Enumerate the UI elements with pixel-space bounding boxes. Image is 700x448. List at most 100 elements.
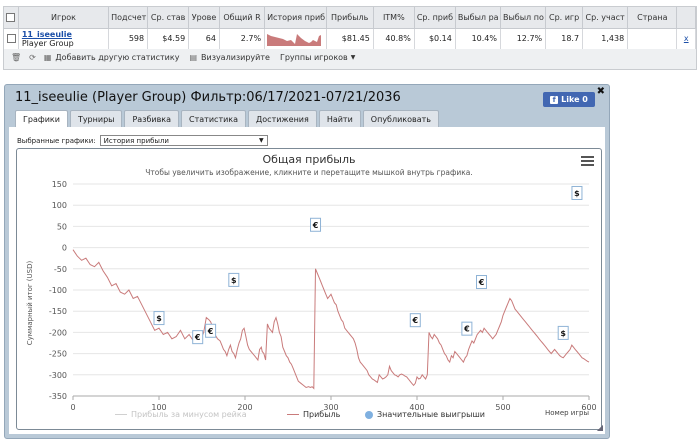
notable-win-marker	[310, 217, 322, 232]
resize-handle-icon[interactable]: ◢	[596, 423, 603, 432]
profit-series-line	[72, 249, 590, 390]
notable-win-marker	[571, 185, 583, 200]
notable-win-label: €	[312, 221, 319, 230]
tab-publish[interactable]: Опубликовать	[362, 110, 440, 127]
cell-total-roi: 2.7%	[219, 28, 266, 49]
col-header-profit[interactable]: Прибыль	[326, 7, 374, 29]
cell-early-out: 10.4%	[455, 28, 502, 49]
profit-sparkline[interactable]	[267, 32, 323, 46]
notable-win-marker	[192, 330, 204, 345]
notable-win-label: €	[478, 278, 485, 287]
add-stats-button[interactable]: ▦ Добавить другую статистику	[44, 53, 180, 62]
y-tick-label: -300	[49, 371, 67, 380]
chart-subtitle: Чтобы увеличить изображение, кликните и …	[145, 168, 473, 177]
player-name-link[interactable]: 11_iseeulie	[21, 29, 72, 39]
x-tick-label: 500	[495, 403, 510, 412]
col-header-late-out[interactable]: Выбыл по	[500, 7, 547, 29]
cell-profit-history[interactable]	[264, 28, 327, 49]
col-header-avg-entrants[interactable]: Ср. участ	[582, 7, 629, 29]
tab-achievements[interactable]: Достижения	[248, 110, 317, 127]
notable-win-marker	[409, 313, 421, 328]
notable-win-marker	[228, 272, 240, 287]
legend-line-icon	[287, 414, 299, 415]
x-tick-label: 0	[70, 403, 75, 412]
col-header-country[interactable]: Страна	[627, 7, 678, 29]
notable-win-label: $	[574, 189, 580, 198]
player-dialog: 11_iseeulie (Player Group) Фильтр:06/17/…	[4, 84, 610, 439]
trash-icon[interactable]: 🗑	[11, 53, 22, 62]
x-tick-label: 600	[581, 403, 596, 412]
col-header-profit-history[interactable]: История приб	[264, 7, 327, 29]
hamburger-menu-icon[interactable]	[581, 156, 594, 168]
cell-itm: 40.8%	[373, 28, 415, 49]
cell-avg-profit: $0.14	[414, 28, 456, 49]
chart-select[interactable]: История прибыли ▼	[99, 135, 268, 146]
col-header-itm[interactable]: ITM%	[373, 7, 415, 29]
x-tick-label: 200	[237, 403, 252, 412]
close-icon[interactable]: ✖	[596, 86, 605, 97]
tab-breakdown[interactable]: Разбивка	[124, 110, 180, 127]
visualize-button[interactable]: ▤ Визуализируйте	[189, 53, 270, 62]
col-header-player[interactable]: Игрок	[18, 7, 110, 29]
stats-panel: Игрок Подсчет Ср. став Урове Общий R Ист…	[3, 6, 697, 70]
remove-row-link[interactable]: x	[683, 34, 689, 44]
tab-content: Выбранные графики: История прибыли ▼ Общ…	[9, 127, 605, 434]
col-header-remove	[676, 7, 696, 29]
col-header-early-out[interactable]: Выбыл ра	[455, 7, 502, 29]
chart-select-value: История прибыли	[103, 136, 169, 145]
chart-select-row: Выбранные графики: История прибыли ▼	[17, 135, 268, 146]
refresh-icon[interactable]: ⟳	[29, 53, 36, 62]
cell-level: 64	[188, 28, 220, 49]
legend-line-icon	[115, 414, 127, 415]
tab-charts[interactable]: Графики	[15, 110, 68, 128]
tab-tournaments[interactable]: Турниры	[69, 110, 123, 127]
col-header-avg-players[interactable]: Ср. игр	[545, 7, 584, 29]
legend-item-net-profit[interactable]: Прибыль за минусом рейка	[115, 410, 247, 419]
add-stats-label: Добавить другую статистику	[55, 53, 180, 62]
player-groups-label: Группы игроков	[279, 53, 348, 62]
legend-item-big-wins[interactable]: Значительные выигрыши	[365, 410, 485, 419]
select-all-header[interactable]	[4, 7, 19, 29]
y-tick-label: -100	[49, 286, 67, 295]
table-toolbar: 🗑 ⟳ ▦ Добавить другую статистику ▤ Визуа…	[4, 49, 696, 66]
y-tick-label: -350	[49, 392, 67, 401]
notable-win-marker	[205, 323, 217, 338]
cell-remove: x	[676, 28, 696, 49]
tab-statistics[interactable]: Статистика	[181, 110, 247, 127]
notable-win-label: €	[207, 327, 214, 336]
col-header-total-roi[interactable]: Общий R	[219, 7, 266, 29]
col-header-level[interactable]: Урове	[188, 7, 220, 29]
select-all-checkbox[interactable]	[6, 12, 16, 22]
x-axis-title: Номер игры	[545, 409, 589, 417]
facebook-like-button[interactable]: f Like 0	[543, 92, 595, 107]
legend-label-net: Прибыль за минусом рейка	[131, 410, 247, 419]
table-row: 11_iseeulie Player Group 598 $4.59 64 2.…	[4, 28, 696, 49]
stats-header-row: Игрок Подсчет Ср. став Урове Общий R Ист…	[4, 7, 696, 29]
chevron-down-icon: ▼	[259, 137, 264, 144]
y-tick-label: -150	[49, 307, 67, 316]
y-tick-label: 0	[62, 244, 67, 253]
legend-label-big-wins: Значительные выигрыши	[377, 410, 485, 419]
notable-win-marker	[476, 275, 487, 290]
player-group-label: Player Group	[21, 38, 74, 48]
row-checkbox[interactable]	[7, 34, 16, 44]
notable-win-marker	[557, 325, 569, 340]
y-tick-label: -200	[49, 328, 67, 337]
notable-win-label: $	[560, 329, 566, 338]
chart-icon: ▤	[189, 53, 197, 62]
player-groups-dropdown[interactable]: Группы игроков ▼	[280, 53, 355, 62]
x-tick-label: 300	[323, 403, 338, 412]
col-header-avg-profit[interactable]: Ср. приб	[414, 7, 456, 29]
col-header-count[interactable]: Подсчет	[108, 7, 149, 29]
notable-win-label: $	[231, 276, 237, 285]
cell-avg-entrants: 1,438	[582, 28, 629, 49]
player-cell: 11_iseeulie Player Group	[18, 28, 110, 49]
row-select-cell[interactable]	[4, 28, 19, 49]
notable-win-label: €	[194, 333, 201, 342]
cell-late-out: 12.7%	[500, 28, 547, 49]
col-header-avg-stake[interactable]: Ср. став	[147, 7, 190, 29]
legend-item-profit[interactable]: Прибыль	[287, 410, 340, 419]
tab-find[interactable]: Найти	[318, 110, 361, 127]
profit-chart[interactable]: Общая прибыль Чтобы увеличить изображени…	[16, 148, 602, 430]
